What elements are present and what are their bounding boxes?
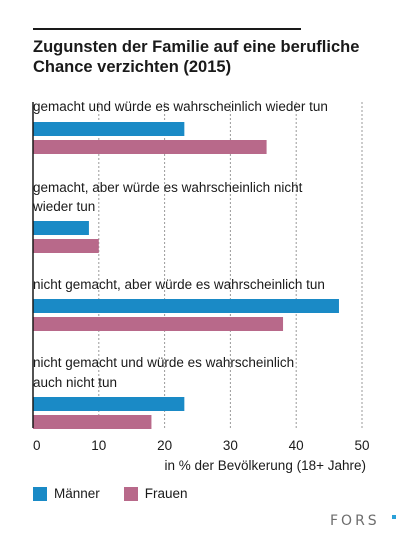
bar-maenner-4 — [33, 397, 185, 411]
x-tick-label-20: 20 — [157, 438, 172, 453]
fors-logo: FORS — [330, 513, 380, 529]
legend-swatch-maenner — [33, 486, 47, 501]
legend-label-frauen: Frauen — [144, 486, 188, 501]
category-label-2-line-1: gemacht, aber würde es wahrscheinlich ni… — [33, 180, 303, 195]
bar-frauen-4 — [33, 415, 152, 429]
category-label-4-line-1: nicht gemacht und würde es wahrscheinlic… — [33, 355, 294, 370]
x-tick-label-50: 50 — [354, 438, 369, 453]
bar-maenner-1 — [33, 122, 185, 136]
category-label-2-line-2: wieder tun — [32, 199, 95, 214]
bar-maenner-3 — [33, 299, 339, 313]
legend-label-maenner: Männer — [54, 486, 100, 501]
category-label-3: nicht gemacht, aber würde es wahrscheinl… — [33, 277, 325, 292]
chart-title: Zugunsten der Familie auf eine beruflich… — [33, 38, 360, 76]
legend-item-frauen: Frauen — [123, 486, 188, 501]
category-label-1: gemacht und würde es wahrscheinlich wied… — [33, 99, 328, 114]
bar-frauen-2 — [33, 239, 99, 253]
category-label-4-line-2: auch nicht tun — [33, 375, 117, 390]
x-tick-label-40: 40 — [289, 438, 304, 453]
x-axis-title: in % der Bevölkerung (18+ Jahre) — [165, 458, 367, 473]
legend: Männer Frauen — [33, 486, 212, 501]
title-rule — [33, 28, 301, 30]
legend-item-maenner: Männer — [33, 486, 100, 501]
bar-maenner-2 — [33, 221, 89, 235]
x-tick-label-10: 10 — [91, 438, 106, 453]
x-tick-label-30: 30 — [223, 438, 238, 453]
bar-frauen-3 — [33, 317, 284, 331]
fors-logo-dot — [392, 515, 396, 519]
bar-frauen-1 — [33, 140, 267, 154]
x-tick-label-0: 0 — [33, 438, 41, 453]
legend-swatch-frauen — [123, 486, 138, 501]
